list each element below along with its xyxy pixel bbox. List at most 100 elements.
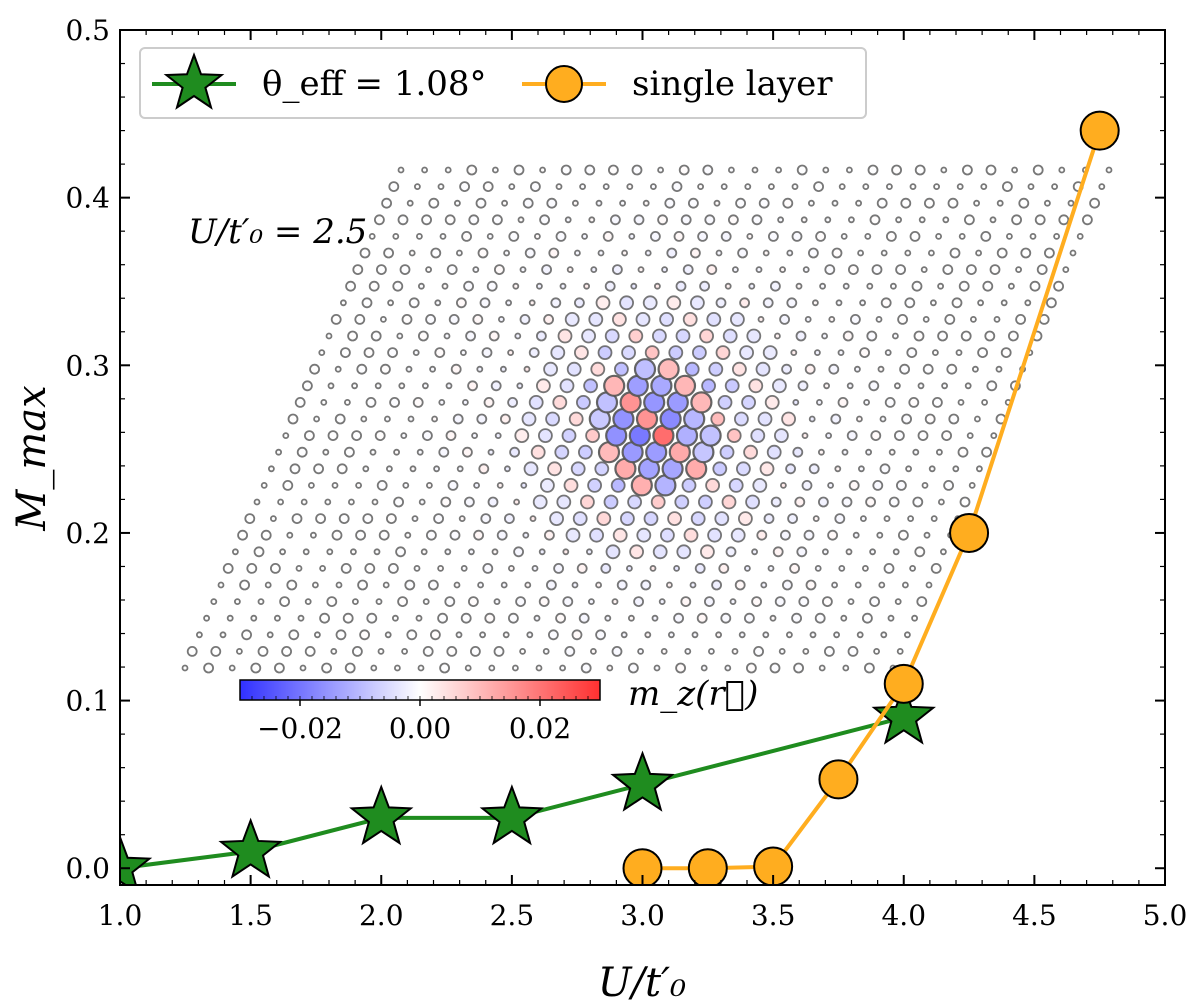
data-point <box>871 683 936 745</box>
lattice-site <box>597 345 613 361</box>
lattice-site <box>666 247 678 259</box>
lattice-site <box>273 614 281 622</box>
lattice-site <box>846 166 853 174</box>
lattice-site <box>557 328 573 344</box>
lattice-site <box>896 479 907 491</box>
lattice-site <box>1082 214 1093 226</box>
lattice-site <box>878 581 886 589</box>
lattice-site <box>947 197 959 209</box>
lattice-site <box>554 444 570 460</box>
legend: θ_eff = 1.08° single layer <box>139 47 867 119</box>
lattice-site <box>644 345 660 361</box>
lattice-site <box>827 481 834 489</box>
colorbar-label: m_z(r⃗) <box>628 674 758 714</box>
lattice-site <box>637 266 645 274</box>
x-tick-label: 3.0 <box>620 899 665 932</box>
lattice-site <box>859 347 870 359</box>
lattice-site <box>731 648 739 655</box>
lattice-site <box>791 612 802 624</box>
lattice-site <box>572 199 579 207</box>
lattice-site <box>461 230 473 242</box>
lattice-site <box>545 411 560 427</box>
lattice-site <box>825 432 832 440</box>
lattice-site <box>909 183 917 191</box>
lattice-site <box>487 448 495 456</box>
lattice-site <box>892 548 900 556</box>
lattice-site <box>539 214 550 226</box>
lattice-site <box>482 563 494 574</box>
lattice-site <box>704 214 716 226</box>
lattice-site <box>397 214 409 226</box>
lattice-site <box>791 183 799 191</box>
lattice-site <box>476 365 484 373</box>
lattice-site <box>446 264 458 276</box>
lattice-site <box>1058 214 1070 226</box>
y-tick-label: 0.4 <box>65 182 110 215</box>
lattice-site <box>757 315 765 323</box>
lattice-site <box>581 328 596 344</box>
lattice-site <box>824 264 836 276</box>
lattice-site <box>528 299 536 307</box>
lattice-site <box>870 430 882 442</box>
lattice-site <box>774 332 781 340</box>
lattice-site <box>304 646 316 657</box>
lattice-site <box>517 216 525 224</box>
lattice-site <box>513 498 520 506</box>
lattice-site <box>786 249 794 257</box>
lattice-site <box>928 465 936 473</box>
lattice-site <box>952 465 960 473</box>
lattice-site <box>938 498 945 506</box>
lattice-site <box>951 297 963 309</box>
lattice-site <box>415 614 423 622</box>
lattice-site <box>588 311 604 327</box>
lattice-site <box>739 345 754 361</box>
lattice-site <box>768 230 779 242</box>
lattice-site <box>335 581 343 589</box>
lattice-site <box>1069 249 1077 257</box>
lattice-site <box>482 181 494 193</box>
lattice-site <box>848 479 860 491</box>
lattice-site <box>750 428 766 444</box>
lattice-site <box>434 347 446 359</box>
lattice-site <box>364 563 376 574</box>
lattice-site <box>993 315 1001 323</box>
lattice-site <box>779 266 786 274</box>
lattice-site <box>914 164 926 176</box>
lattice-site <box>827 529 838 541</box>
lattice-site <box>250 614 258 622</box>
lattice-site <box>389 396 401 408</box>
legend-marker-1 <box>545 65 583 103</box>
lattice-site <box>340 563 352 574</box>
lattice-site <box>478 463 490 475</box>
lattice-site <box>720 612 732 624</box>
lattice-site <box>455 249 463 257</box>
lattice-site <box>538 548 546 556</box>
lattice-site <box>460 565 468 572</box>
lattice-site <box>344 662 356 674</box>
lattice-site <box>413 183 421 191</box>
lattice-site <box>831 581 838 589</box>
lattice-site <box>324 498 332 506</box>
lattice-site <box>980 183 988 191</box>
lattice-site <box>855 199 862 207</box>
lattice-site <box>660 527 675 543</box>
lattice-site <box>411 515 419 522</box>
lattice-site <box>590 648 597 655</box>
lattice-site <box>488 664 496 672</box>
lattice-site <box>447 479 459 491</box>
lattice-site <box>697 230 708 242</box>
lattice-site <box>823 382 830 390</box>
lattice-site <box>1105 166 1113 174</box>
lattice-site <box>499 413 511 425</box>
lattice-site <box>941 430 952 442</box>
lattice-site <box>443 332 451 340</box>
lattice-site <box>865 448 872 456</box>
lattice-site <box>552 394 568 410</box>
lattice-site <box>459 181 471 193</box>
lattice-site <box>801 432 809 440</box>
lattice-site <box>406 629 418 641</box>
lattice-site <box>253 546 265 558</box>
lattice-site <box>434 299 442 307</box>
lattice-site <box>847 598 855 605</box>
lattice-site <box>493 598 501 605</box>
